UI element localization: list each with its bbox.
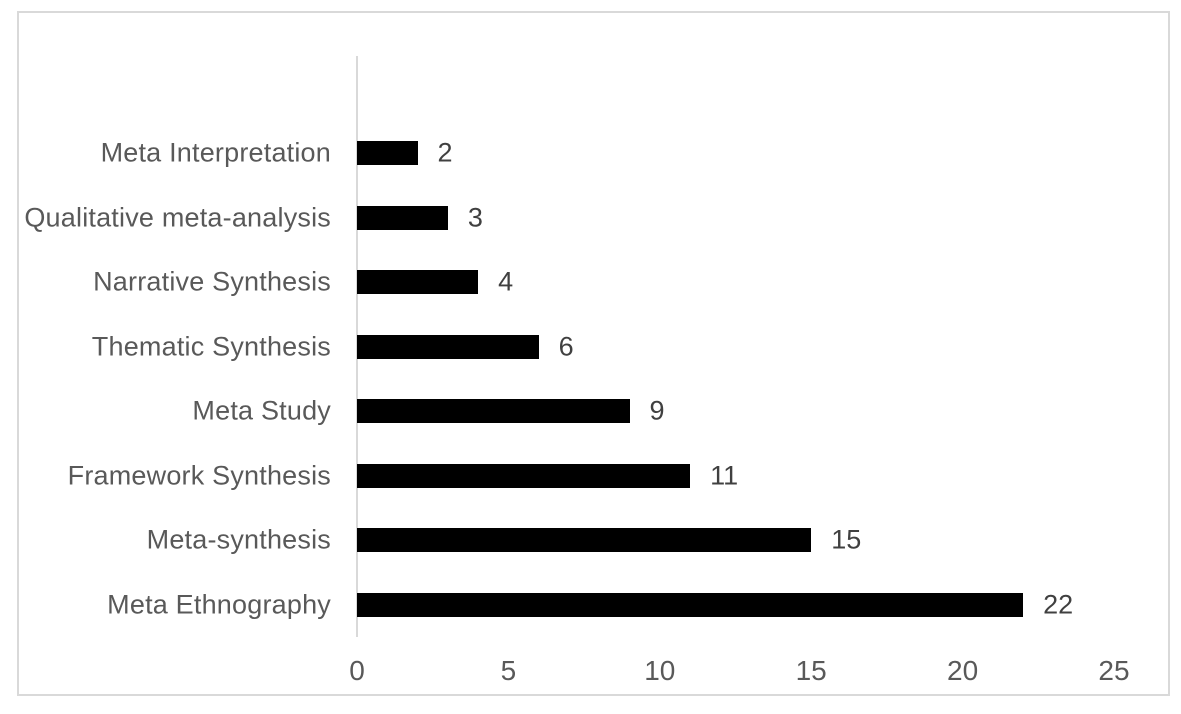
x-tick-label: 15 [795, 655, 827, 686]
chart-rows: Meta Interpretation 2 Qualitative meta-ana… [0, 121, 1181, 637]
category-label: Qualitative meta-analysis [24, 202, 331, 233]
x-tick-label: 20 [947, 655, 979, 686]
category-label: Narrative Synthesis [93, 266, 331, 297]
value-label: 2 [437, 137, 453, 168]
value-label: 11 [710, 460, 739, 491]
category-label: Meta-synthesis [146, 524, 331, 555]
chart-row: Meta-synthesis 15 [0, 508, 1181, 573]
chart-row: Thematic Synthesis 6 [0, 315, 1181, 380]
bar [357, 592, 1024, 617]
bar [357, 141, 418, 166]
x-tick-label: 10 [644, 655, 676, 686]
x-axis-tick-labels: 0 5 10 15 20 25 [0, 655, 1181, 695]
category-label: Framework Synthesis [67, 460, 331, 491]
bar [357, 205, 448, 230]
chart-outer-frame [17, 11, 1170, 696]
category-label: Meta Interpretation [100, 137, 331, 168]
chart-row: Narrative Synthesis 4 [0, 250, 1181, 315]
category-label: Thematic Synthesis [91, 331, 331, 362]
chart-row: Meta Ethnography 22 [0, 573, 1181, 638]
bar [357, 463, 691, 488]
chart-row: Meta Interpretation 2 [0, 121, 1181, 186]
chart-row: Framework Synthesis 11 [0, 444, 1181, 509]
bar [357, 334, 539, 359]
chart-row: Meta Study 9 [0, 379, 1181, 444]
chart-row: Qualitative meta-analysis 3 [0, 186, 1181, 251]
value-label: 6 [558, 331, 574, 362]
bar [357, 399, 630, 424]
value-label: 3 [467, 202, 483, 233]
value-label: 9 [649, 395, 665, 426]
value-label: 22 [1043, 589, 1074, 620]
x-tick-label: 25 [1098, 655, 1130, 686]
category-label: Meta Ethnography [107, 589, 331, 620]
x-tick-label: 0 [349, 655, 365, 686]
x-tick-label: 5 [500, 655, 517, 686]
bar [357, 270, 479, 295]
value-label: 15 [831, 524, 862, 555]
category-label: Meta Study [192, 395, 331, 426]
bar [357, 528, 812, 553]
value-label: 4 [498, 266, 514, 297]
